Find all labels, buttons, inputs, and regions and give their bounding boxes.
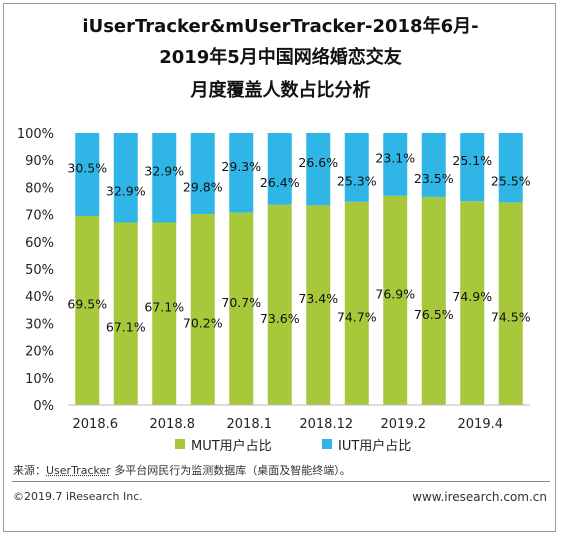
data-label-mut: 67.1% <box>106 320 146 335</box>
chart-title-line1: iUserTracker&mUserTracker-2018年6月- <box>82 16 479 37</box>
bar-iut <box>460 133 485 202</box>
data-label-mut: 73.6% <box>260 311 300 326</box>
bar-mut <box>383 195 408 405</box>
x-tick-label: 2018.8 <box>150 417 196 432</box>
data-label-mut: 76.5% <box>414 307 454 322</box>
website-url[interactable]: www.iresearch.com.cn <box>412 490 547 504</box>
chart-title-line3: 月度覆盖人数占比分析 <box>190 80 371 101</box>
bar-iut <box>306 133 331 206</box>
stacked-bar-chart: 0% 10% 20% 30% 40% 50% 60% 70% 80% 90% 100% 69.5% 30… <box>17 127 531 432</box>
data-label-mut: 74.7% <box>337 309 377 324</box>
data-label-mut: 74.5% <box>491 310 531 325</box>
bar-iut <box>421 133 446 197</box>
bar-mut <box>75 215 100 405</box>
legend-swatch-iut <box>322 439 332 449</box>
data-label-iut: 30.5% <box>67 160 107 175</box>
bar-mut <box>190 214 215 405</box>
bar-iut <box>229 133 254 213</box>
data-label-iut: 25.5% <box>491 174 531 189</box>
y-tick-label: 80% <box>25 181 54 196</box>
legend-label-iut: IUT用户占比 <box>338 438 412 454</box>
bar-iut <box>190 133 215 215</box>
bar-iut <box>383 133 408 196</box>
bar-mut <box>460 201 485 405</box>
data-label-iut: 26.4% <box>260 175 300 190</box>
legend-item-mut: MUT用户占比 <box>175 436 272 454</box>
y-tick-label: 50% <box>25 263 54 278</box>
data-label-iut: 23.5% <box>414 171 454 186</box>
source-note: 来源：UserTracker 多平台网民行为监测数据库（桌面及智能终端）。 <box>13 462 351 478</box>
source-tracker: UserTracker <box>46 464 111 477</box>
bar-iut <box>113 133 138 223</box>
y-tick-label: 90% <box>25 154 54 169</box>
bar-mut <box>498 202 523 405</box>
x-tick-label: 2019.4 <box>458 417 504 432</box>
data-label-mut: 69.5% <box>67 296 107 311</box>
bar-iut <box>152 133 177 223</box>
data-label-mut: 74.9% <box>452 289 492 304</box>
bar-mut <box>152 222 177 405</box>
bar-mut <box>421 196 446 405</box>
y-tick-label: 30% <box>25 317 54 332</box>
data-label-iut: 25.1% <box>452 153 492 168</box>
data-label-mut: 76.9% <box>375 286 415 301</box>
bar-mut <box>344 201 369 405</box>
data-label-iut: 29.8% <box>183 180 223 195</box>
source-prefix: 来源： <box>13 464 46 477</box>
footer-divider <box>12 481 550 482</box>
y-tick-label: 0% <box>33 399 54 414</box>
legend-swatch-mut <box>175 439 185 449</box>
y-tick-label: 40% <box>25 290 54 305</box>
y-tick-label: 20% <box>25 345 54 360</box>
bar-mut <box>306 205 331 405</box>
legend-label-mut: MUT用户占比 <box>191 438 272 454</box>
data-label-iut: 32.9% <box>144 164 184 179</box>
copyright: ©2019.7 iResearch Inc. <box>13 490 143 503</box>
bar-mut <box>267 204 292 405</box>
y-tick-label: 100% <box>17 127 54 142</box>
bar-mut <box>229 212 254 405</box>
data-label-mut: 70.7% <box>221 295 261 310</box>
data-label-mut: 70.2% <box>183 316 223 331</box>
chart-title-line2: 2019年5月中国网络婚恋交友 <box>159 47 402 68</box>
data-label-iut: 32.9% <box>106 184 146 199</box>
x-tick-label: 2018.12 <box>299 417 353 432</box>
bar-iut <box>75 133 100 216</box>
source-suffix: 多平台网民行为监测数据库（桌面及智能终端）。 <box>110 464 351 477</box>
data-label-iut: 26.6% <box>298 155 338 170</box>
data-label-iut: 29.3% <box>221 159 261 174</box>
bar-iut <box>344 133 369 202</box>
data-label-mut: 67.1% <box>144 300 184 315</box>
bar-mut <box>113 222 138 405</box>
bar-iut <box>498 133 523 203</box>
bar-iut <box>267 133 292 205</box>
x-tick-label: 2018.6 <box>73 417 119 432</box>
x-tick-label: 2018.1 <box>227 417 273 432</box>
data-label-iut: 25.3% <box>337 173 377 188</box>
y-tick-label: 60% <box>25 236 54 251</box>
x-tick-label: 2019.2 <box>381 417 427 432</box>
y-tick-label: 70% <box>25 209 54 224</box>
y-tick-label: 10% <box>25 372 54 387</box>
data-label-iut: 23.1% <box>375 150 415 165</box>
legend-item-iut: IUT用户占比 <box>322 436 412 454</box>
data-label-mut: 73.4% <box>298 291 338 306</box>
